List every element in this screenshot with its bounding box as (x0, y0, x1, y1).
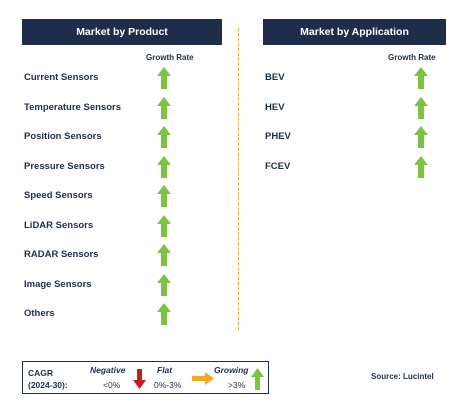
legend-period-label: (2024-30): (28, 380, 68, 390)
up-arrow-icon (414, 126, 428, 148)
up-arrow-icon (157, 96, 171, 119)
legend-negative-label: Negative (90, 365, 126, 375)
up-arrow-icon (414, 96, 428, 119)
source-note: Source: Lucintel (371, 372, 434, 381)
legend-negative-range: <0% (103, 380, 121, 390)
up-arrow-icon (157, 155, 171, 178)
product-panel-header: Market by Product (22, 19, 222, 45)
product-item-label: LiDAR Sensors (24, 219, 94, 231)
up-arrow-icon (414, 67, 428, 89)
legend-cagr-label: CAGR (28, 368, 54, 378)
product-item-label: Current Sensors (24, 72, 99, 83)
legend-flat-range: 0%-3% (154, 380, 182, 390)
panel-divider (238, 28, 239, 330)
application-item-label: BEV (265, 72, 285, 83)
product-item-label: Position Sensors (24, 131, 102, 142)
right-arrow-icon (192, 372, 214, 390)
up-arrow-icon (157, 126, 171, 148)
legend-growing-label: Growing (214, 365, 249, 375)
application-panel-title: Market by Application (300, 26, 409, 38)
product-item-label: Speed Sensors (24, 190, 93, 201)
product-panel-title: Market by Product (76, 26, 168, 38)
application-item-label: FCEV (265, 160, 291, 172)
product-item-label: Others (24, 308, 55, 319)
product-item-label: RADAR Sensors (24, 249, 99, 260)
application-item-label: HEV (265, 101, 285, 113)
up-arrow-icon (157, 244, 171, 266)
legend-flat-label: Flat (157, 365, 173, 375)
legend-growing-range: >3% (228, 380, 246, 390)
up-arrow-icon (157, 214, 171, 237)
up-arrow-icon (157, 185, 171, 207)
up-arrow-icon (157, 273, 171, 296)
up-arrow-icon (157, 303, 171, 325)
up-arrow-icon (251, 368, 264, 395)
cagr-legend: CAGR (2024-30): Negative <0% Flat 0%-3% … (22, 361, 269, 394)
down-arrow-icon (133, 369, 146, 394)
application-growth-rate-label: Growth Rate (388, 53, 436, 62)
product-item-label: Pressure Sensors (24, 160, 105, 172)
product-item-label: Temperature Sensors (24, 101, 121, 113)
application-panel-header: Market by Application (263, 19, 446, 45)
up-arrow-icon (414, 155, 428, 178)
product-growth-rate-label: Growth Rate (146, 53, 194, 62)
up-arrow-icon (157, 67, 171, 89)
product-item-label: Image Sensors (24, 278, 92, 290)
application-item-label: PHEV (265, 131, 291, 142)
